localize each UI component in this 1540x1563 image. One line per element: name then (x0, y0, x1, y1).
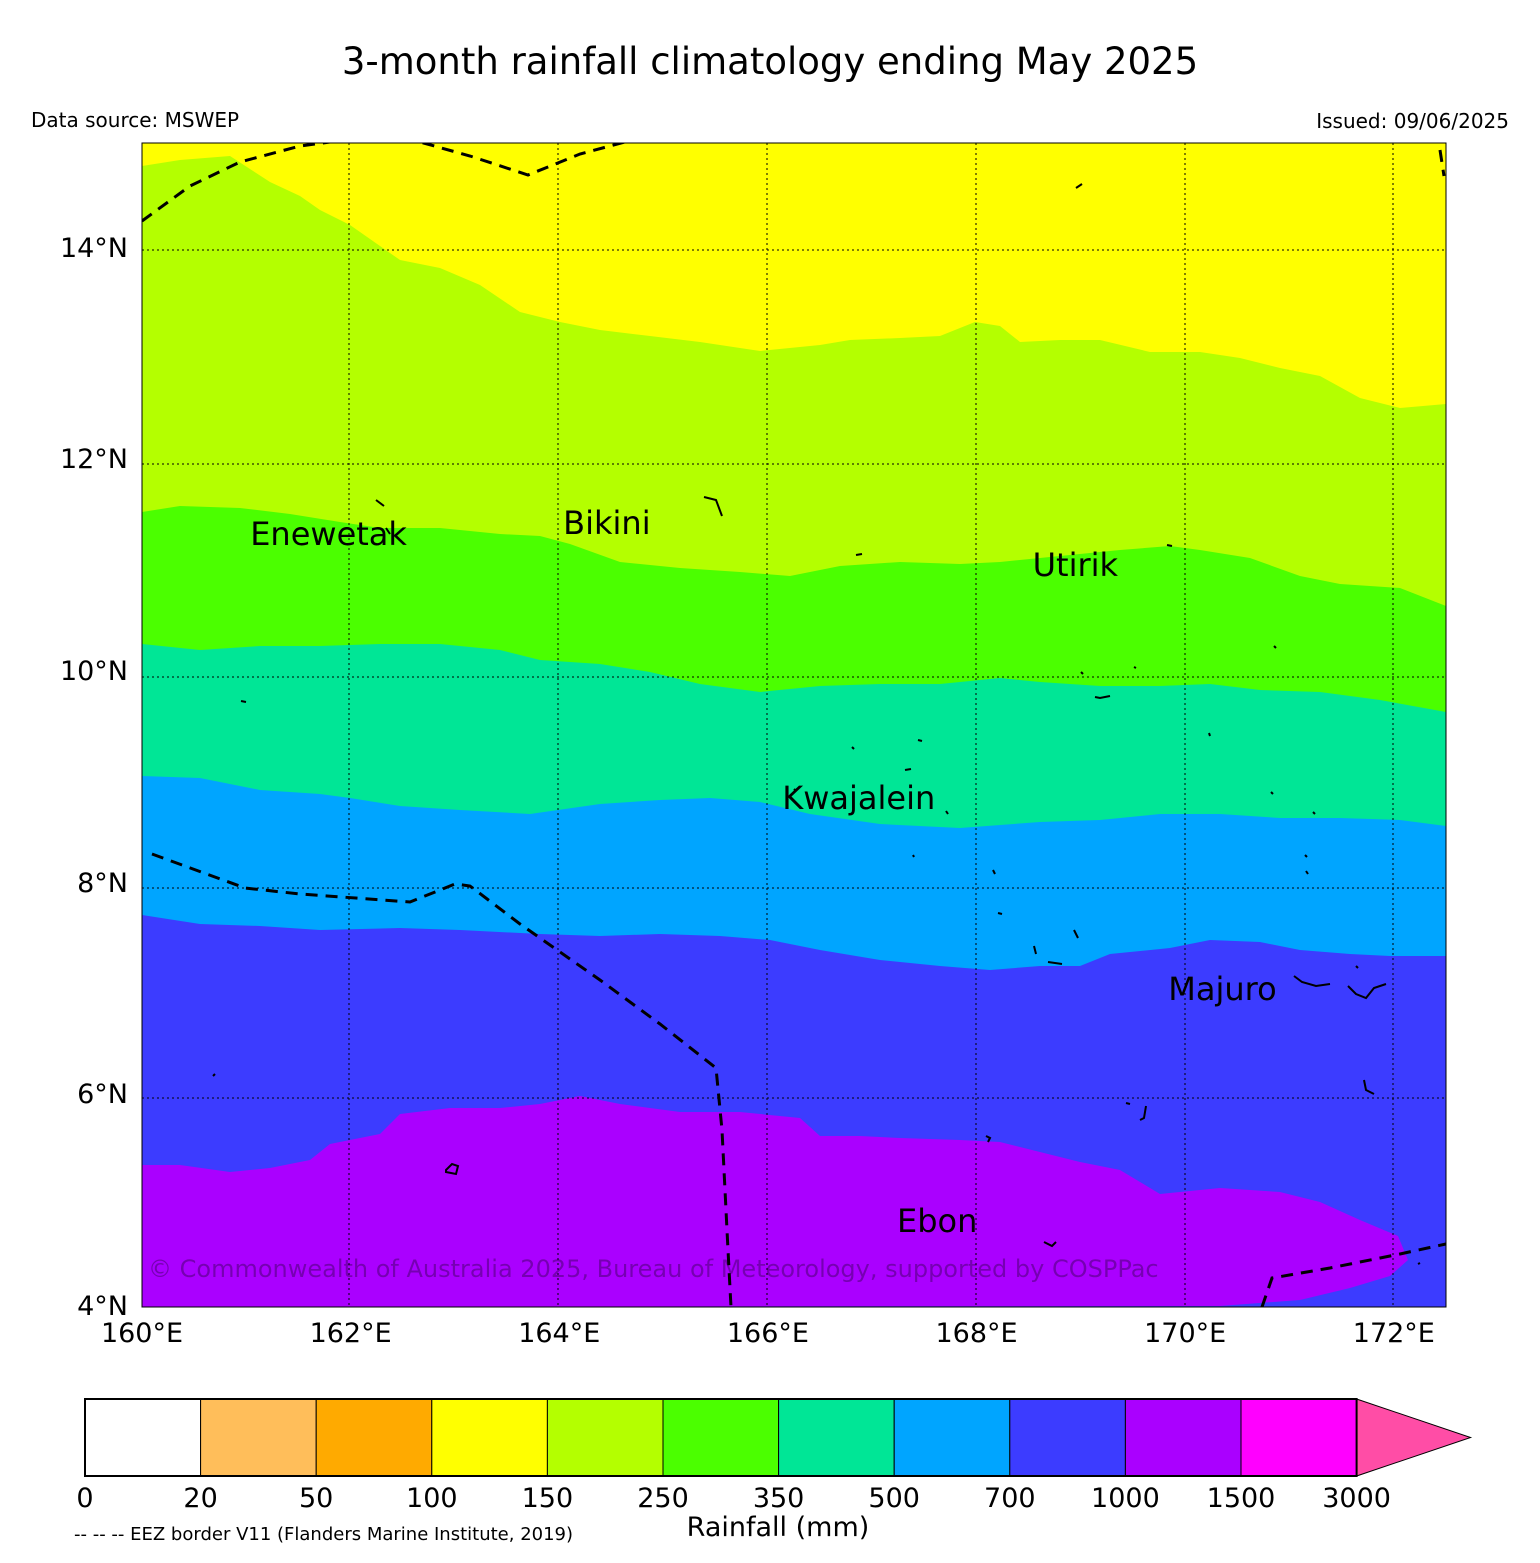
place-label: Utirik (1032, 546, 1119, 585)
colorbar-tick-label: 20 (183, 1483, 218, 1514)
place-label: Majuro (1168, 969, 1277, 1008)
place-label: Bikini (563, 503, 651, 542)
colorbar-tick-label: 700 (984, 1483, 1036, 1514)
colorbar-swatch (1240, 1398, 1358, 1477)
colorbar-tick-label: 3000 (1322, 1483, 1391, 1514)
colorbar-swatch (315, 1398, 433, 1477)
colorbar-swatch (662, 1398, 780, 1477)
lon-tick-label: 164°E (518, 1318, 601, 1349)
page-title: 3-month rainfall climatology ending May … (341, 40, 1199, 83)
place-label: Kwajalein (782, 779, 936, 818)
lon-tick-label: 160°E (100, 1318, 184, 1349)
colorbar-swatch (1124, 1398, 1242, 1477)
colorbar-tick-label: 100 (406, 1483, 458, 1514)
lon-tick-label: 162°E (309, 1318, 392, 1349)
graticule (142, 143, 1446, 1307)
colorbar-tick-label: 350 (752, 1483, 805, 1514)
island-outlines (212, 183, 1421, 1265)
map-frame (141, 142, 1447, 1308)
colorbar-extend-arrow (1356, 1398, 1473, 1477)
colorbar-frame (84, 1398, 1358, 1477)
eez-border-note: -- -- -- EEZ border V11 (Flanders Marine… (74, 1524, 574, 1545)
colorbar-swatch (200, 1398, 317, 1477)
colorbar (84, 1398, 1473, 1477)
band-1000-1500 (142, 1096, 1408, 1307)
lon-tick-label: 170°E (1144, 1318, 1227, 1349)
colorbar-swatch (546, 1398, 664, 1477)
eez-border-lines (142, 143, 1446, 1307)
lon-tick-label: 172°E (1352, 1318, 1435, 1349)
issued-date-label: Issued: 09/06/2025 (1316, 109, 1509, 133)
colorbar-swatch (84, 1398, 202, 1477)
lat-tick-label: 14°N (59, 232, 128, 264)
lon-tick-label: 166°E (726, 1318, 809, 1349)
colorbar-tick-label: 0 (76, 1483, 94, 1514)
data-source-label: Data source: MSWEP (31, 108, 240, 132)
lat-tick-label: 10°N (59, 656, 128, 688)
colorbar-tick-label: 500 (868, 1483, 920, 1514)
colorbar-swatch (893, 1398, 1011, 1477)
colorbar-tick-label: 250 (637, 1483, 689, 1514)
lat-tick-label: 12°N (59, 444, 128, 476)
colorbar-tick-label: 1500 (1206, 1483, 1276, 1514)
place-label: Enewetak (250, 514, 407, 553)
lat-tick-label: 8°N (77, 867, 128, 899)
copyright-notice: © Commonwealth of Australia 2025, Bureau… (148, 1255, 1159, 1283)
place-label: Ebon (896, 1202, 978, 1241)
lat-tick-label: 4°N (77, 1291, 128, 1322)
colorbar-tick-label: 1000 (1091, 1483, 1160, 1514)
colorbar-title: Rainfall (mm) (686, 1512, 870, 1543)
lon-tick-label: 168°E (935, 1318, 1018, 1349)
colorbar-swatch (778, 1398, 895, 1477)
colorbar-tick-label: 50 (299, 1483, 334, 1514)
colorbar-tick-label: 150 (521, 1483, 574, 1514)
colorbar-swatch (431, 1398, 548, 1477)
lat-tick-label: 6°N (77, 1079, 128, 1111)
colorbar-swatch (1009, 1398, 1126, 1477)
